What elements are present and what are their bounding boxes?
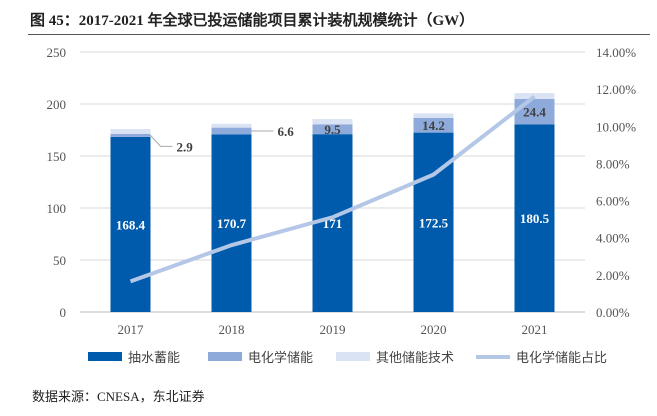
bar-electrochemical bbox=[514, 98, 555, 125]
x-tick-label: 2017 bbox=[118, 322, 145, 337]
bar-electrochemical bbox=[312, 124, 353, 135]
legend-label: 电化学储能 bbox=[248, 350, 313, 366]
legend-label: 电化学储能占比 bbox=[516, 350, 607, 366]
x-tick-label: 2020 bbox=[421, 322, 447, 337]
y-tick-label: 200 bbox=[47, 97, 67, 112]
bar-pumped-hydro bbox=[514, 124, 555, 312]
legend-swatch bbox=[336, 352, 370, 361]
y2-tick-label: 12.00% bbox=[596, 82, 636, 97]
y-tick-label: 150 bbox=[47, 149, 67, 164]
data-label-electrochemical: 24.4 bbox=[523, 105, 546, 120]
data-label-electrochemical: 9.5 bbox=[324, 122, 341, 137]
bar-pumped-hydro bbox=[312, 134, 353, 312]
data-label-electrochemical: 2.9 bbox=[177, 139, 194, 154]
data-label-pumped: 180.5 bbox=[520, 211, 550, 226]
y-tick-label: 50 bbox=[53, 253, 66, 268]
data-label-electrochemical: 6.6 bbox=[278, 124, 295, 139]
chart-title: 图 45：2017-2021 年全球已投运储能项目累计装机规模统计（GW） bbox=[30, 13, 475, 29]
y2-tick-label: 4.00% bbox=[596, 231, 630, 246]
y-tick-label: 0 bbox=[60, 305, 67, 320]
data-label-pumped: 168.4 bbox=[116, 217, 146, 232]
bar-other bbox=[514, 93, 555, 99]
x-tick-label: 2019 bbox=[320, 322, 346, 337]
bar-other bbox=[413, 113, 454, 118]
y2-tick-label: 14.00% bbox=[596, 45, 636, 60]
bar-pumped-hydro bbox=[211, 134, 252, 312]
legend-swatch bbox=[208, 352, 242, 361]
bar-electrochemical bbox=[211, 127, 252, 135]
bar-electrochemical bbox=[110, 133, 151, 137]
y-tick-label: 250 bbox=[47, 45, 67, 60]
leader-line bbox=[150, 135, 173, 147]
legend-swatch bbox=[88, 352, 122, 361]
bar-other bbox=[312, 119, 353, 125]
y2-tick-label: 2.00% bbox=[596, 268, 630, 283]
bar-other bbox=[211, 123, 252, 128]
bar-pumped-hydro bbox=[110, 136, 151, 312]
bar-other bbox=[110, 128, 151, 134]
source-note: 数据来源：CNESA，东北证券 bbox=[32, 389, 205, 404]
bar-electrochemical bbox=[413, 117, 454, 133]
legend-label: 抽水蓄能 bbox=[128, 351, 180, 366]
data-label-electrochemical: 14.2 bbox=[422, 118, 445, 133]
y2-tick-label: 6.00% bbox=[596, 194, 630, 209]
y2-tick-label: 0.00% bbox=[596, 305, 630, 320]
y2-tick-label: 10.00% bbox=[596, 119, 636, 134]
legend-label: 其他储能技术 bbox=[376, 351, 454, 366]
data-label-pumped: 170.7 bbox=[217, 216, 247, 231]
x-tick-label: 2021 bbox=[522, 322, 548, 337]
title-rule bbox=[28, 34, 650, 35]
y2-tick-label: 8.00% bbox=[596, 156, 630, 171]
y-tick-label: 100 bbox=[47, 201, 67, 216]
data-label-pumped: 172.5 bbox=[419, 215, 449, 230]
x-tick-label: 2018 bbox=[219, 322, 245, 337]
